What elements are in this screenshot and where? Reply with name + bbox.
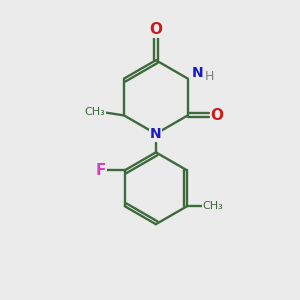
Text: CH₃: CH₃ — [202, 201, 223, 211]
Text: O: O — [149, 22, 162, 38]
Text: F: F — [95, 163, 106, 178]
Text: H: H — [204, 70, 214, 83]
Text: CH₃: CH₃ — [84, 107, 105, 118]
Text: N: N — [191, 66, 203, 80]
Text: O: O — [210, 108, 224, 123]
Text: N: N — [150, 128, 162, 141]
